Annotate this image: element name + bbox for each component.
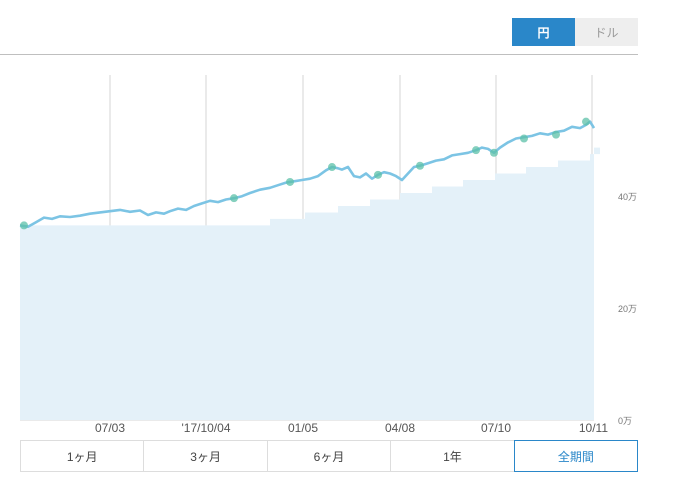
- asset-chart: 07/03 '17/10/04 01/05 04/08 07/10 10/11 0万 20万 4…: [19, 75, 637, 435]
- event-marker: [374, 170, 382, 179]
- event-marker: [490, 148, 498, 157]
- x-tick-label: 07/03: [95, 421, 125, 435]
- event-marker: [582, 117, 590, 126]
- y-tick-label: 20万: [618, 304, 637, 314]
- x-tick-label: 04/08: [385, 421, 415, 435]
- value-line: [19, 120, 596, 228]
- event-marker: [230, 194, 238, 203]
- header-divider: [0, 54, 638, 55]
- event-marker: [286, 177, 294, 186]
- period-tab-6-months[interactable]: 6ヶ月: [266, 440, 392, 472]
- event-marker: [20, 221, 28, 230]
- currency-yen-button[interactable]: 円: [512, 18, 575, 46]
- x-tick-label: 10/11: [579, 421, 608, 435]
- period-tabs: 1ヶ月 3ヶ月 6ヶ月 1年 全期間: [20, 440, 639, 472]
- period-tab-1-month[interactable]: 1ヶ月: [20, 440, 145, 472]
- x-tick-label: 07/10: [481, 421, 511, 435]
- event-marker: [328, 163, 336, 172]
- currency-dollar-button[interactable]: ドル: [575, 18, 638, 46]
- x-tick-label: 01/05: [288, 421, 318, 435]
- currency-toggle: 円 ドル: [512, 18, 638, 46]
- period-tab-1-year[interactable]: 1年: [390, 440, 515, 472]
- event-marker: [552, 130, 560, 139]
- period-tab-all-time[interactable]: 全期間: [513, 440, 639, 472]
- principal-area: [20, 147, 600, 420]
- y-tick-label: 40万: [618, 192, 637, 202]
- period-tab-3-months[interactable]: 3ヶ月: [143, 440, 268, 472]
- event-marker: [416, 161, 424, 170]
- y-tick-label: 0万: [618, 416, 632, 426]
- x-tick-label: '17/10/04: [181, 421, 230, 435]
- event-marker: [520, 134, 528, 143]
- event-marker: [472, 146, 480, 155]
